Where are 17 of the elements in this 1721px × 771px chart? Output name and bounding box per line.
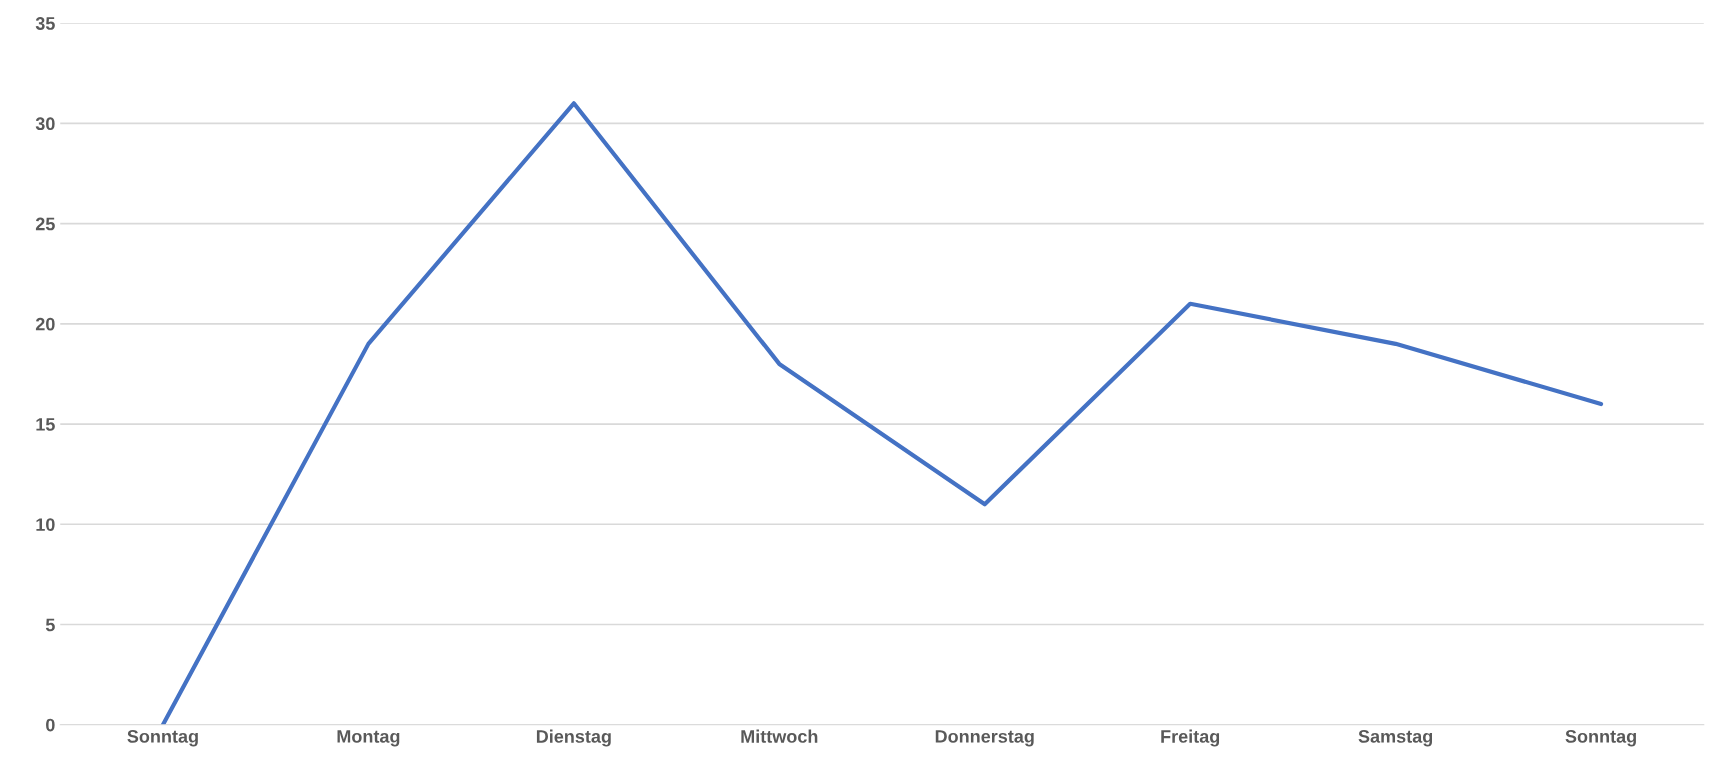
y-tick-label: 25	[35, 217, 55, 231]
x-tick-label: Mittwoch	[741, 729, 818, 743]
y-tick-label: 10	[36, 518, 55, 531]
y-tick-label: 5	[45, 618, 55, 632]
x-tick-label: Sonntag	[1565, 730, 1636, 747]
line-series	[160, 101, 1604, 725]
y-tick-label: 30	[35, 117, 55, 131]
y-tick-label: 0	[46, 718, 55, 732]
x-tick-label: Montag	[337, 730, 400, 747]
x-tick-label: Freitag	[1161, 729, 1220, 747]
y-tick-label: 15	[36, 418, 55, 431]
x-tick-label: Sonntag	[127, 730, 198, 747]
x-tick-label: Samstag	[1358, 730, 1433, 747]
x-tick-label: Donnerstag	[935, 730, 1034, 747]
y-tick-label: 20	[35, 317, 55, 331]
y-tick-label: 35	[35, 17, 55, 30]
x-tick-label: Dienstag	[536, 729, 611, 747]
